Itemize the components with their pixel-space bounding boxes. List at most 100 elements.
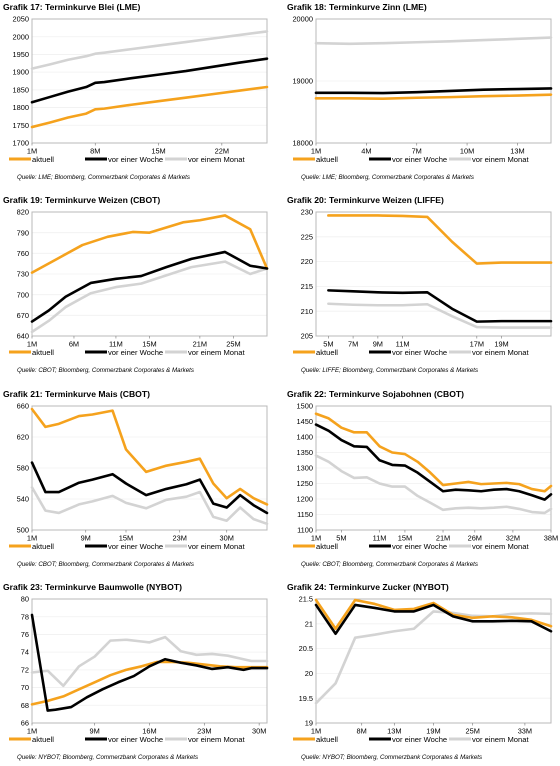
y-tick-label: 74 xyxy=(21,648,29,657)
y-tick-label: 1400 xyxy=(297,433,313,442)
chart-number: Grafik 24: xyxy=(287,582,330,592)
series-line-aktuell xyxy=(30,214,269,274)
x-tick-label: 1M xyxy=(27,340,37,349)
y-tick-label: 2000 xyxy=(13,32,29,41)
chart-title-text: Terminkurve Baumwolle (NYBOT) xyxy=(45,582,182,592)
legend-label: aktuell xyxy=(316,542,338,551)
chart-title: Grafik 22: Terminkurve Sojabohnen (CBOT) xyxy=(287,389,464,399)
x-tick-label: 11M xyxy=(396,340,410,349)
legend-label: aktuell xyxy=(32,735,54,744)
chart-title: Grafik 24: Terminkurve Zucker (NYBOT) xyxy=(287,582,449,592)
y-tick-label: 1800 xyxy=(13,103,29,112)
x-tick-label: 15M xyxy=(142,340,156,349)
chart-number: Grafik 21: xyxy=(3,389,46,399)
y-tick-label: 68 xyxy=(21,701,29,710)
series-line-week xyxy=(327,289,553,323)
chart-number: Grafik 23: xyxy=(3,582,46,592)
y-tick-label: 21.5 xyxy=(299,595,313,604)
series-line-week xyxy=(30,57,269,104)
x-tick-label: 23M xyxy=(197,727,211,736)
chart-title-text: Terminkurve Sojabohnen (CBOT) xyxy=(329,389,465,399)
y-tick-label: 1850 xyxy=(13,85,29,94)
y-tick-label: 2050 xyxy=(13,15,29,24)
series-line-aktuell xyxy=(30,85,269,129)
chart-number: Grafik 17: xyxy=(3,2,46,12)
legend-label: vor einer Woche xyxy=(108,735,163,744)
legend-label: vor einem Monat xyxy=(472,348,529,357)
x-tick-label: 7M xyxy=(412,147,422,156)
plot-frame xyxy=(31,598,268,724)
chart-source: Quelle: LIFFE; Bloomberg, Commerzbank Co… xyxy=(301,367,479,374)
y-tick-label: 1150 xyxy=(297,510,313,519)
y-tick-label: 19000 xyxy=(292,77,313,86)
y-tick-label: 70 xyxy=(21,683,29,692)
plot-frame xyxy=(31,18,268,144)
chart-number: Grafik 20: xyxy=(287,195,330,205)
x-tick-label: 19M xyxy=(426,727,440,736)
series-line-month xyxy=(30,635,269,688)
line-chart: 18000 19000 20000 1M 4M 7M 10M 13M aktuell vor ei… xyxy=(292,15,553,164)
y-tick-label: 20.5 xyxy=(299,644,313,653)
x-tick-label: 6M xyxy=(69,340,79,349)
y-tick-label: 1950 xyxy=(13,50,29,59)
chart-panel: Grafik 19: Terminkurve Weizen (CBOT) 640 6… xyxy=(3,195,274,379)
x-tick-label: 26M xyxy=(468,534,482,543)
x-tick-label: 8M xyxy=(357,727,367,736)
y-tick-label: 1750 xyxy=(13,121,29,130)
line-chart: 66 68 70 72 74 76 78 80 1M 9M 16M 23M 30M aktuell vor … xyxy=(9,595,269,744)
series-line-month xyxy=(314,36,553,46)
x-tick-label: 11M xyxy=(373,534,387,543)
x-tick-label: 21M xyxy=(193,340,207,349)
series-line-aktuell xyxy=(327,214,553,265)
x-tick-label: 25M xyxy=(465,727,479,736)
y-tick-label: 640 xyxy=(17,332,29,341)
chart-number: Grafik 22: xyxy=(287,389,330,399)
series-line-week xyxy=(314,423,553,501)
chart-source: Quelle: CBOT; Bloomberg, Commerzbank Cor… xyxy=(301,561,478,568)
y-tick-label: 790 xyxy=(17,228,29,237)
chart-panel: Grafik 21: Terminkurve Mais (CBOT) 500 540… xyxy=(3,389,274,573)
x-tick-label: 7M xyxy=(348,340,358,349)
legend-label: vor einer Woche xyxy=(108,348,163,357)
legend-label: vor einem Monat xyxy=(472,155,529,164)
y-tick-label: 80 xyxy=(21,595,29,604)
line-chart: 205 210 215 220 225 230 5M 7M 9M 11M 17M 19M aktuell… xyxy=(293,208,553,357)
chart-source: Quelle: CBOT; Bloomberg, Commerzbank Cor… xyxy=(17,367,194,374)
x-tick-label: 11M xyxy=(109,340,123,349)
y-tick-label: 66 xyxy=(21,719,29,728)
y-tick-label: 670 xyxy=(17,311,29,320)
y-tick-label: 19.5 xyxy=(299,694,313,703)
x-tick-label: 16M xyxy=(142,727,156,736)
y-tick-label: 540 xyxy=(17,495,29,504)
series-line-aktuell xyxy=(314,598,553,631)
chart-title-text: Terminkurve Blei (LME) xyxy=(45,2,141,12)
x-tick-label: 15M xyxy=(151,147,165,156)
legend-label: vor einer Woche xyxy=(392,542,447,551)
series-line-aktuell xyxy=(30,407,269,506)
y-tick-label: 21 xyxy=(305,619,313,628)
series-line-aktuell xyxy=(314,93,553,100)
x-tick-label: 13M xyxy=(510,147,524,156)
x-tick-label: 30M xyxy=(252,727,266,736)
legend-label: vor einem Monat xyxy=(188,155,245,164)
x-tick-label: 25M xyxy=(226,340,240,349)
x-tick-label: 9M xyxy=(90,727,100,736)
y-tick-label: 19 xyxy=(305,719,313,728)
chart-title: Grafik 21: Terminkurve Mais (CBOT) xyxy=(3,389,150,399)
series-line-week xyxy=(30,461,269,515)
chart-title: Grafik 20: Terminkurve Weizen (LIFFE) xyxy=(287,195,444,205)
chart-title-text: Terminkurve Zinn (LME) xyxy=(329,2,427,12)
series-line-month xyxy=(30,260,269,334)
x-tick-label: 15M xyxy=(119,534,133,543)
chart-title: Grafik 19: Terminkurve Weizen (CBOT) xyxy=(3,195,160,205)
y-tick-label: 660 xyxy=(17,402,29,411)
y-tick-label: 1700 xyxy=(13,139,29,148)
y-tick-label: 1500 xyxy=(297,402,313,411)
y-tick-label: 72 xyxy=(21,665,29,674)
chart-title-text: Terminkurve Weizen (CBOT) xyxy=(45,195,161,205)
y-tick-label: 18000 xyxy=(292,139,313,148)
legend-label: vor einer Woche xyxy=(108,542,163,551)
chart-title: Grafik 18: Terminkurve Zinn (LME) xyxy=(287,2,427,12)
chart-number: Grafik 18: xyxy=(287,2,330,12)
y-tick-label: 78 xyxy=(21,612,29,621)
